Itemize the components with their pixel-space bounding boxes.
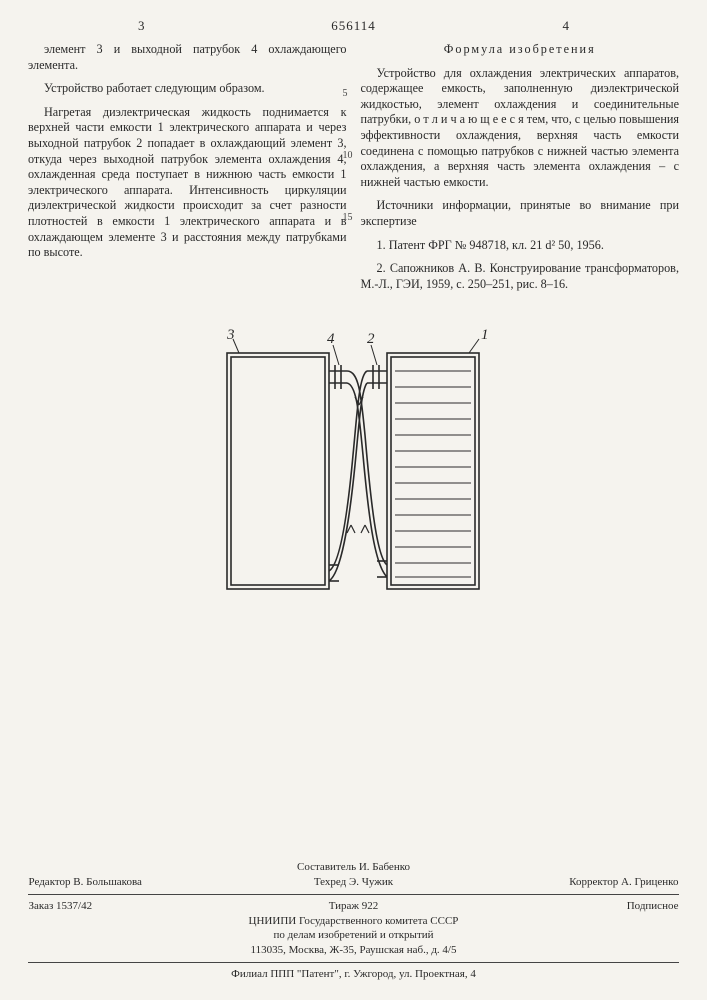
editor: Редактор В. Большакова	[29, 875, 244, 890]
paragraph: 1. Патент ФРГ № 948718, кл. 21 d² 50, 19…	[361, 238, 680, 254]
left-column: элемент 3 и выходной патрубок 4 охлаждаю…	[28, 42, 347, 301]
text-columns: 5 10 15 элемент 3 и выходной патрубок 4 …	[28, 42, 679, 301]
claims-title: Формула изобретения	[361, 42, 680, 58]
paragraph: Устройство для охлаждения электрических …	[361, 66, 680, 191]
divider	[28, 962, 679, 963]
paragraph: Источники информации, принятые во вниман…	[361, 198, 680, 229]
header-row: 3 656114 4	[28, 18, 679, 34]
paragraph: Нагретая диэлектрическая жидкость подним…	[28, 105, 347, 261]
figure-label-2: 2	[367, 331, 375, 347]
page-number-right: 4	[563, 18, 570, 34]
figure-label-3: 3	[226, 327, 235, 343]
figure-container: 3 1 4 2	[28, 325, 679, 625]
cooling-device-diagram: 3 1 4 2	[209, 325, 499, 625]
org-line1: ЦНИИПИ Государственного комитета СССР	[28, 914, 679, 929]
print-info-row: Заказ 1537/42 Тираж 922 Подписное	[28, 899, 679, 914]
right-column: Формула изобретения Устройство для охлаж…	[361, 42, 680, 301]
sign: Подписное	[464, 899, 679, 914]
techred: Техред Э. Чужик	[246, 875, 461, 890]
divider	[28, 894, 679, 895]
paragraph: Устройство работает следующим образом.	[28, 81, 347, 97]
corrector: Корректор А. Гриценко	[464, 875, 679, 890]
order: Заказ 1537/42	[29, 899, 244, 914]
figure-label-1: 1	[481, 327, 489, 343]
figure-label-4: 4	[327, 331, 335, 347]
document-number: 656114	[331, 18, 376, 33]
tirazh: Тираж 922	[246, 899, 461, 914]
org-line2: по делам изобретений и открытий	[28, 928, 679, 943]
paragraph: элемент 3 и выходной патрубок 4 охлаждаю…	[28, 42, 347, 73]
page-number-left: 3	[138, 18, 145, 34]
footer-block: Составитель И. Бабенко Редактор В. Больш…	[28, 860, 679, 982]
address-line1: 113035, Москва, Ж-35, Раушская наб., д. …	[28, 943, 679, 958]
paragraph: 2. Сапожников А. В. Конструирование тран…	[361, 261, 680, 292]
credits-row: Редактор В. Большакова Техред Э. Чужик К…	[28, 875, 679, 890]
address-line2: Филиал ППП "Патент", г. Ужгород, ул. Про…	[28, 967, 679, 982]
compiler-line: Составитель И. Бабенко	[28, 860, 679, 875]
